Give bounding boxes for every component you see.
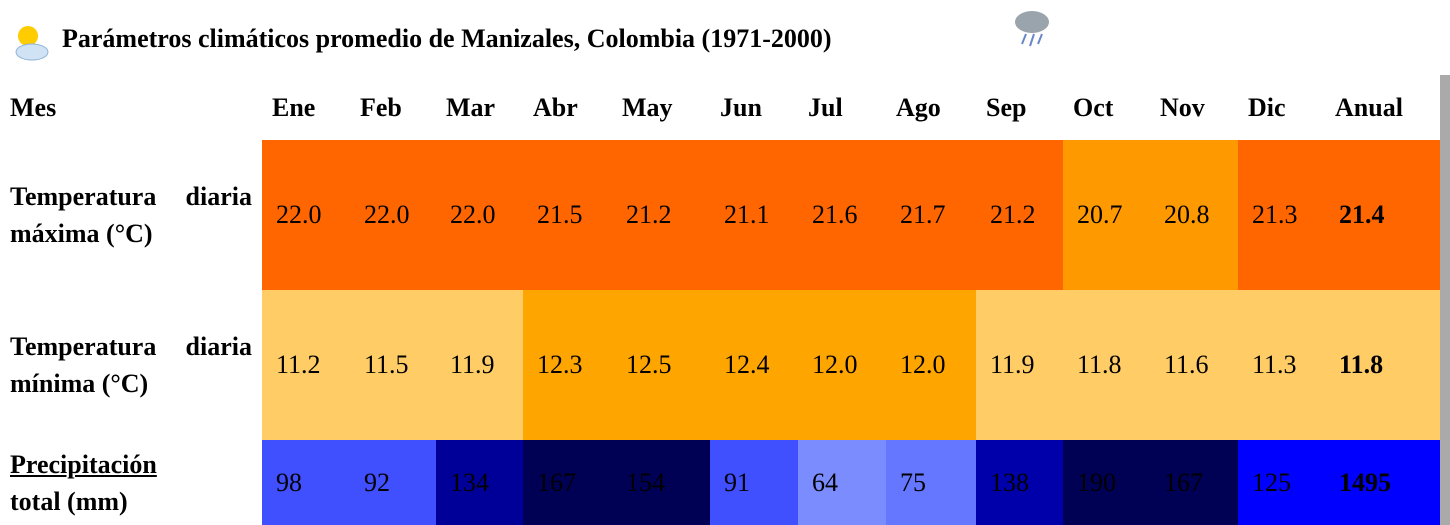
value-cell: 12.0 [798, 290, 886, 440]
scroll-edge [1440, 75, 1450, 525]
header-cell: Ago [896, 92, 941, 122]
value-cell: 12.4 [710, 290, 798, 440]
value-cell: 167 [523, 440, 612, 525]
value-cell: 64 [798, 440, 886, 525]
value-cell: 75 [886, 440, 976, 525]
value-cell: 12.0 [886, 290, 976, 440]
storm-icon [1015, 11, 1049, 47]
header-cell: Dic [1248, 92, 1286, 122]
value-cell: 21.4 [1325, 140, 1440, 290]
value-cell: 11.3 [1238, 290, 1325, 440]
value-cell: 11.8 [1063, 290, 1150, 440]
value-cell: 12.3 [523, 290, 612, 440]
value-cell: 11.9 [436, 290, 523, 440]
value-cell: 134 [436, 440, 523, 525]
row-label: Precipitación total (mm) [0, 440, 262, 525]
label-link[interactable]: Precipitación [10, 449, 157, 479]
value-cell: 21.6 [798, 140, 886, 290]
value-cell: 125 [1238, 440, 1325, 525]
value-cell: 167 [1150, 440, 1238, 525]
label-text: total (mm) [10, 486, 128, 516]
value-cell: 98 [262, 440, 350, 525]
value-cell: 22.0 [262, 140, 350, 290]
header-cell: Feb [360, 92, 402, 122]
value-cell: 21.2 [976, 140, 1063, 290]
value-cell: 91 [710, 440, 798, 525]
value-cell: 11.6 [1150, 290, 1238, 440]
row-label-text: Temperatura diaria mínima (°C) [10, 328, 252, 402]
header-cell: Mar [446, 92, 496, 122]
value-cell: 21.7 [886, 140, 976, 290]
value-cell: 138 [976, 440, 1063, 525]
value-cell: 12.5 [612, 290, 710, 440]
header-cell: Nov [1160, 92, 1205, 122]
header-cell: Ene [272, 92, 316, 122]
value-cell: 92 [350, 440, 436, 525]
header-cell: Sep [986, 92, 1027, 122]
label-text: Temperatura diaria mínima (°C) [10, 332, 252, 398]
value-cell: 11.9 [976, 290, 1063, 440]
header-cell: Jun [720, 92, 762, 122]
row-label-text: Precipitación total (mm) [10, 446, 252, 520]
table-title: Parámetros climáticos promedio de Maniza… [62, 24, 832, 53]
value-cell: 20.8 [1150, 140, 1238, 290]
value-cell: 1495 [1325, 440, 1440, 525]
row-label-text: Temperatura diaria máxima (°C) [10, 178, 252, 252]
header-cell: Anual [1335, 92, 1403, 122]
value-cell: 11.5 [350, 290, 436, 440]
value-cell: 22.0 [350, 140, 436, 290]
value-cell: 11.2 [262, 290, 350, 440]
value-cell: 154 [612, 440, 710, 525]
value-cell: 21.1 [710, 140, 798, 290]
row-label: Temperatura diaria máxima (°C) [0, 140, 262, 290]
label-text: Temperatura diaria máxima (°C) [10, 182, 252, 248]
value-cell: 21.2 [612, 140, 710, 290]
value-cell: 22.0 [436, 140, 523, 290]
value-cell: 21.3 [1238, 140, 1325, 290]
value-cell: 21.5 [523, 140, 612, 290]
header-cell: Jul [808, 92, 843, 122]
row-label: Temperatura diaria mínima (°C) [0, 290, 262, 440]
header-cell: Mes [10, 92, 57, 122]
sun-icon [15, 26, 49, 61]
value-cell: 11.8 [1325, 290, 1440, 440]
header-cell: Abr [533, 92, 578, 122]
value-cell: 190 [1063, 440, 1150, 525]
header-cell: May [622, 92, 673, 122]
value-cell: 20.7 [1063, 140, 1150, 290]
header-cell: Oct [1073, 92, 1114, 122]
